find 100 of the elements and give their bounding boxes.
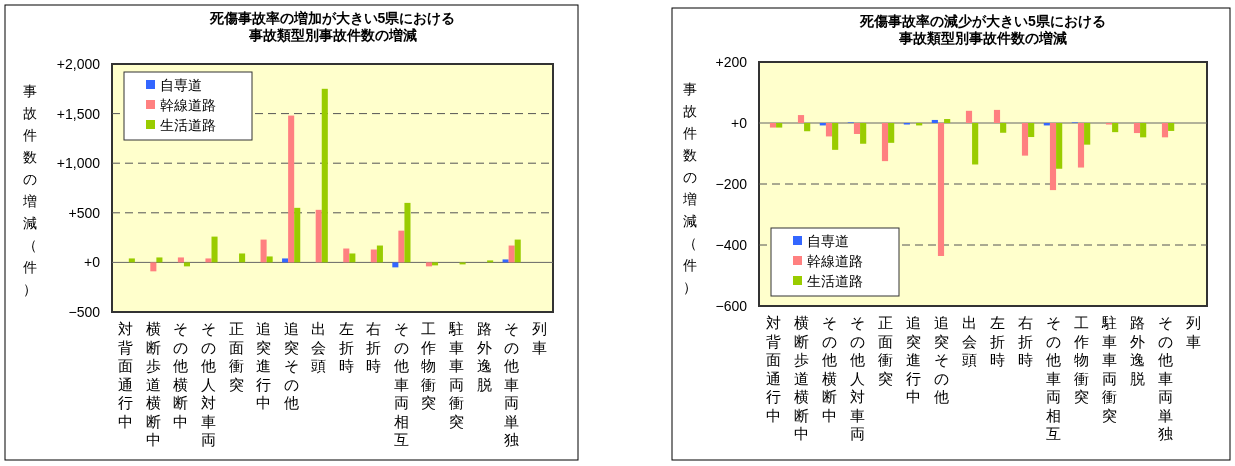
- x-tick-label: その他車両相互: [393, 320, 409, 448]
- y-tick-label: −600: [715, 298, 748, 314]
- x-tick-label: 出会頭: [311, 320, 327, 374]
- bar: [965, 110, 973, 123]
- y-tick-label: +1,500: [56, 105, 101, 122]
- y-tick-label: +500: [68, 204, 101, 221]
- x-tick-label: その他車両単独: [504, 320, 520, 448]
- bar: [376, 245, 383, 263]
- bar: [432, 262, 439, 266]
- bar: [150, 262, 157, 272]
- bar: [321, 88, 328, 263]
- bar: [370, 249, 377, 263]
- x-tick-label: 左折時: [338, 320, 354, 374]
- x-tick-label: 右折時: [1017, 314, 1033, 368]
- text: 事故件数の増減（件）: [23, 83, 37, 297]
- x-tick-label: 左折時: [989, 314, 1005, 368]
- x-tick-label: 対背面通行中: [118, 320, 134, 430]
- bar: [804, 123, 811, 132]
- bar: [425, 262, 432, 267]
- x-tick-label: 正面衝突: [877, 314, 893, 387]
- x-tick-label: 駐車車両衝突: [448, 320, 465, 430]
- y-tick-label: +200: [715, 54, 748, 70]
- legend-label: 生活道路: [160, 117, 216, 133]
- bar: [282, 258, 289, 263]
- bar: [404, 202, 411, 263]
- x-tick-label: 工作物衝突: [1072, 314, 1089, 405]
- x-tick-label: その他人対車両: [200, 320, 216, 448]
- bar: [349, 253, 356, 263]
- bar: [776, 123, 783, 128]
- legend-label: 自専道: [160, 77, 202, 93]
- bar: [343, 248, 350, 263]
- y-tick-label: −200: [715, 176, 748, 192]
- y-tick-label: +0: [731, 115, 748, 131]
- x-tick-label: 追突進行中: [905, 314, 921, 405]
- bar: [1000, 123, 1007, 133]
- x-tick-label: 工作物衝突: [420, 320, 437, 411]
- bar: [392, 262, 399, 268]
- y-tick-label: −400: [715, 237, 748, 253]
- x-tick-label: 駐車車両衝突: [1100, 314, 1117, 424]
- x-tick-label: 正面衝突: [228, 320, 244, 393]
- x-tick-label: 出会頭: [961, 314, 977, 368]
- bar: [183, 262, 190, 267]
- bar: [881, 123, 889, 162]
- x-tick-label: 対背面通行中: [765, 314, 781, 424]
- x-tick-label: 追突その他: [283, 320, 299, 411]
- bar: [888, 123, 895, 143]
- text: 事故件数の増減（件）: [683, 81, 697, 295]
- legend-label: 幹線道路: [160, 97, 216, 113]
- bar: [1133, 123, 1141, 134]
- bar: [825, 123, 833, 137]
- bar: [156, 257, 163, 263]
- bar: [1049, 123, 1057, 191]
- x-tick-label: 追突その他: [933, 314, 949, 405]
- x-tick-label: 追突進行中: [256, 320, 272, 411]
- x-tick-label: 横断歩道横断中: [145, 320, 161, 448]
- x-tick-label: その他横断中: [173, 320, 189, 430]
- y-tick-label: +0: [84, 254, 101, 271]
- bar: [1056, 123, 1063, 169]
- x-tick-label: その他車両単独: [1157, 314, 1173, 442]
- bar: [797, 115, 805, 123]
- bar: [937, 123, 945, 256]
- bar: [128, 258, 135, 263]
- bar: [1161, 123, 1169, 138]
- bar: [211, 236, 218, 263]
- bar: [502, 259, 509, 263]
- bar: [205, 258, 212, 263]
- bar: [972, 123, 979, 165]
- bar: [294, 207, 301, 263]
- bar: [944, 119, 951, 123]
- x-tick-label: 路外逸脱: [476, 320, 492, 393]
- x-tick-label: その他車両相互: [1045, 314, 1061, 442]
- bar: [239, 253, 246, 263]
- x-tick-label: その他人対車両: [849, 314, 865, 442]
- bar: [260, 239, 267, 263]
- bar: [1140, 123, 1147, 138]
- bar: [860, 123, 867, 144]
- bar: [1168, 123, 1175, 131]
- bar: [931, 119, 938, 123]
- chart-title: 死傷事故率の減少が大きい5県における事故類型別事故件数の増減: [859, 13, 1106, 46]
- bar: [1112, 123, 1119, 133]
- bar: [177, 257, 184, 263]
- legend-label: 幹線道路: [807, 253, 863, 269]
- bar: [266, 256, 273, 263]
- y-tick-label: −500: [68, 304, 101, 320]
- bar: [1021, 123, 1029, 156]
- bar: [993, 109, 1001, 123]
- bar: [853, 123, 861, 134]
- y-tick-label: +1,000: [56, 155, 101, 172]
- bar: [508, 245, 515, 263]
- x-tick-label: 列車: [1185, 314, 1201, 350]
- chart-title: 死傷事故率の増加が大きい5県における事故類型別事故件数の増減: [208, 10, 456, 43]
- x-tick-label: 右折時: [366, 320, 382, 374]
- x-tick-label: 列車: [531, 320, 547, 356]
- bar: [315, 209, 322, 263]
- bar: [1028, 123, 1035, 138]
- bar: [832, 123, 839, 150]
- bar: [769, 123, 777, 128]
- x-tick-label: 横断歩道横断中: [793, 314, 809, 442]
- bar: [398, 230, 405, 263]
- legend-label: 生活道路: [807, 273, 863, 289]
